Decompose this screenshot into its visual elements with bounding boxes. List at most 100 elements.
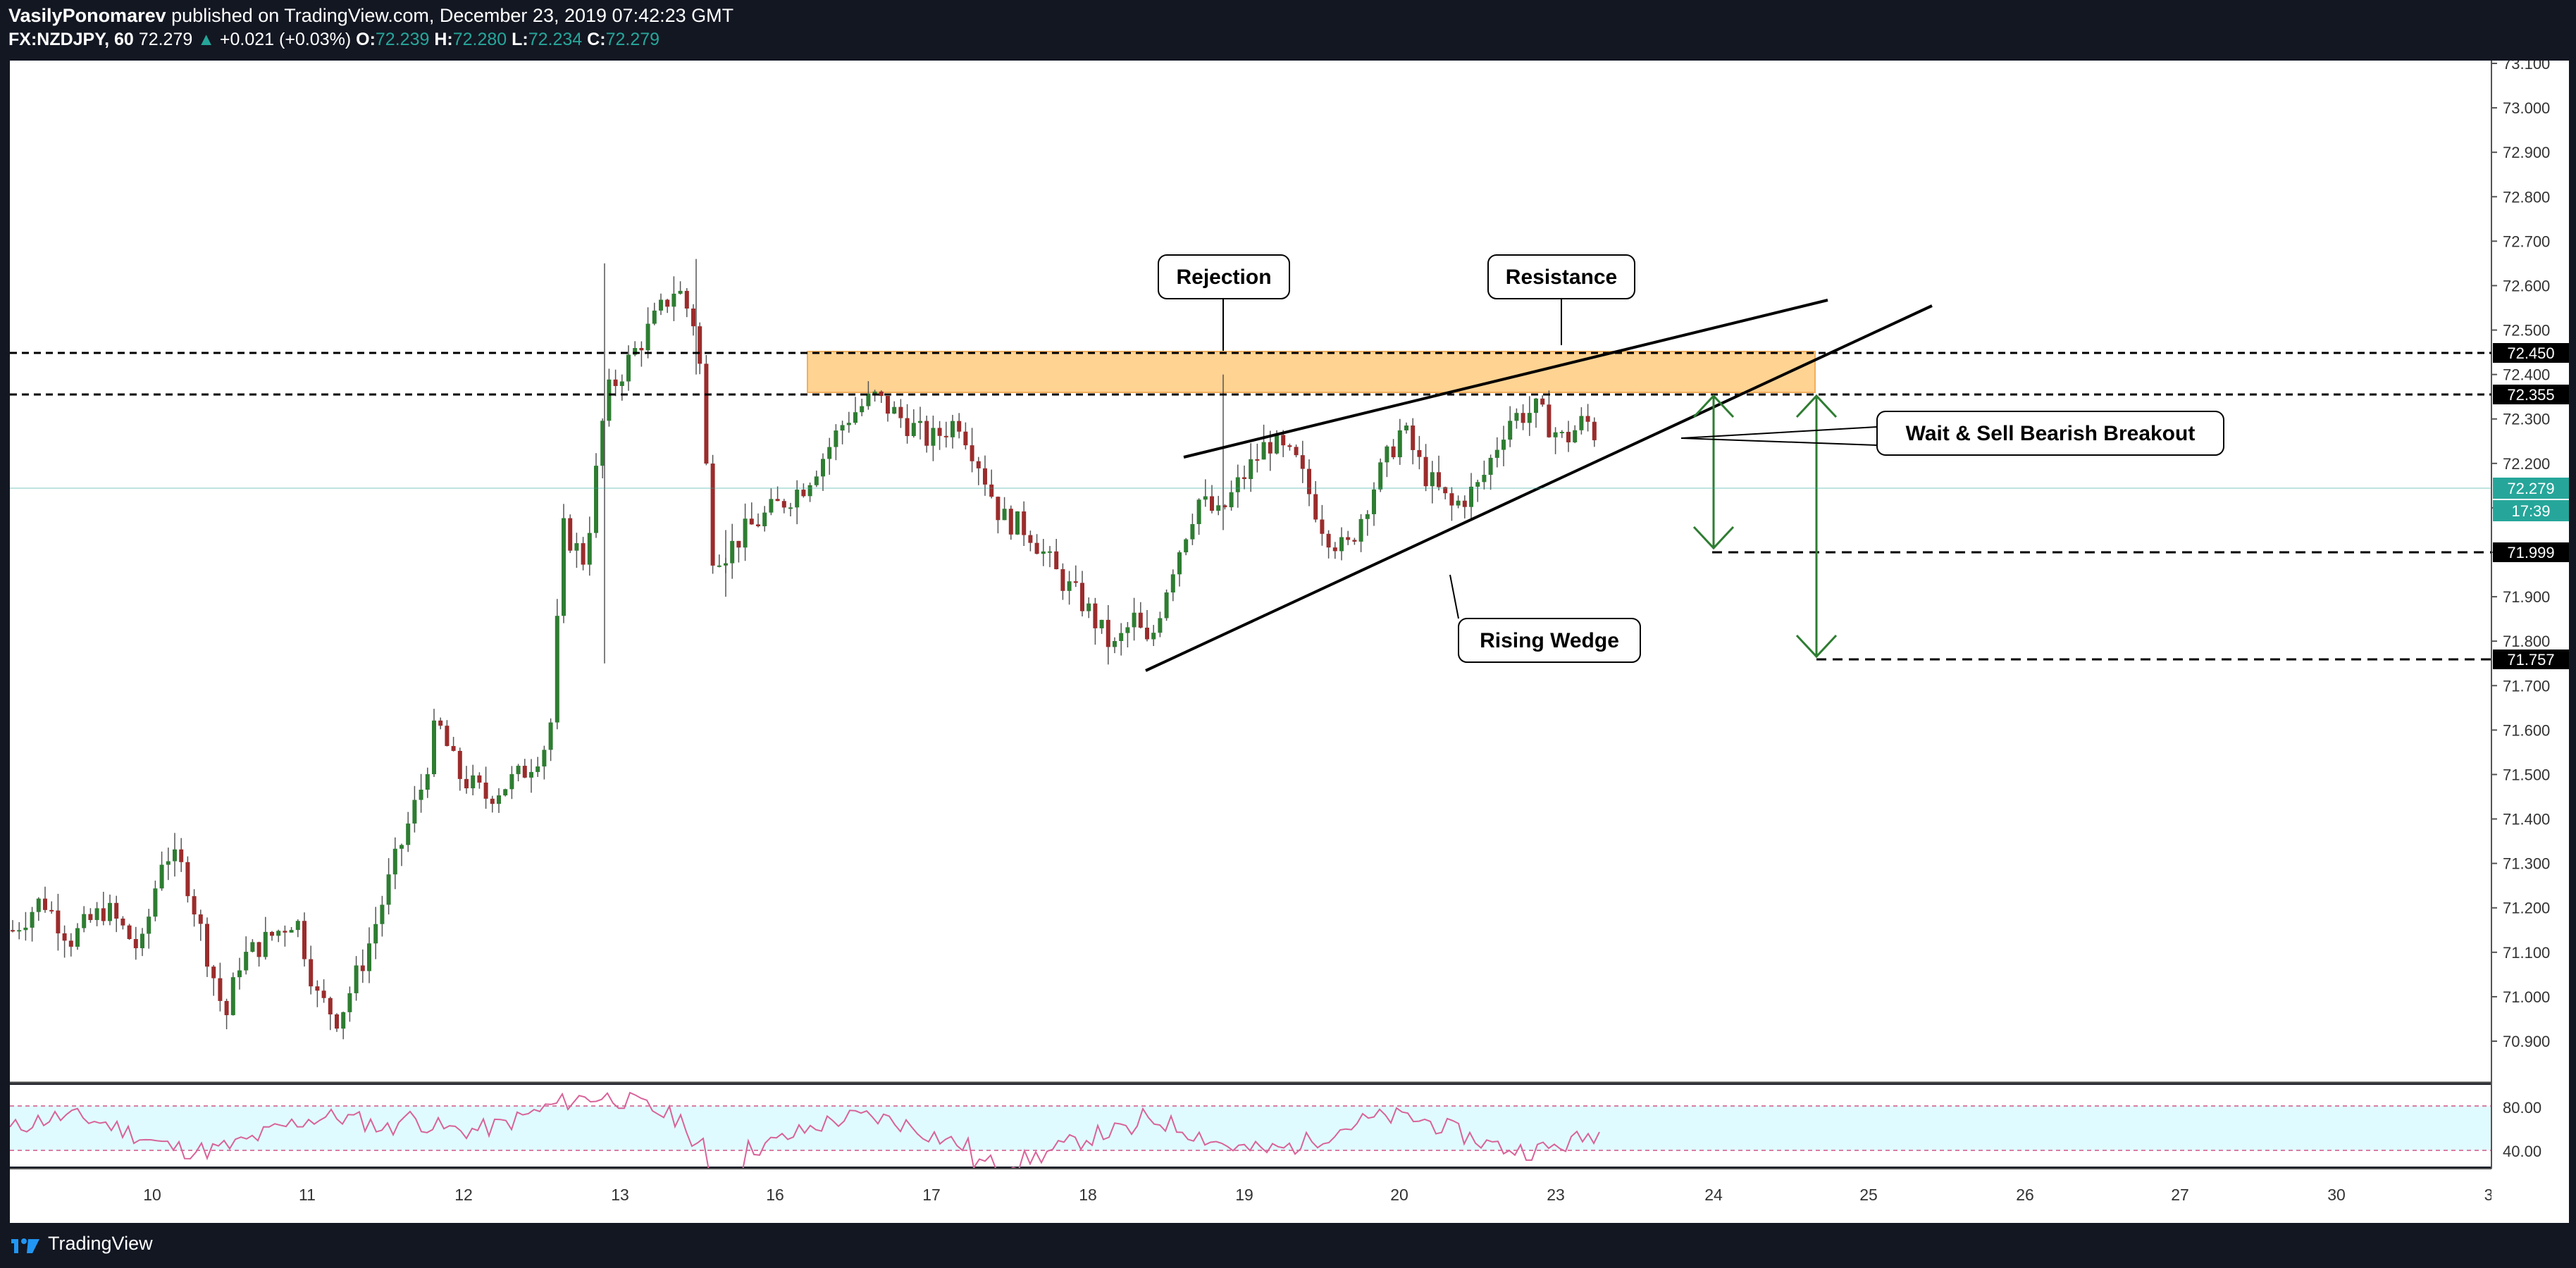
level-price-label[interactable]: 72.450 bbox=[2493, 343, 2569, 363]
candle bbox=[335, 1013, 339, 1032]
candle bbox=[924, 415, 929, 453]
time-tick-label: 24 bbox=[1704, 1186, 1723, 1204]
candle bbox=[555, 599, 559, 730]
price-tick-label: 72.200 bbox=[2503, 455, 2550, 473]
candle bbox=[1462, 495, 1467, 518]
candle bbox=[860, 398, 865, 416]
price-tick-label: 70.900 bbox=[2503, 1033, 2550, 1050]
candle bbox=[1255, 443, 1260, 473]
candle bbox=[600, 418, 605, 479]
candle bbox=[1534, 397, 1538, 428]
price-pane[interactable] bbox=[10, 61, 2491, 1082]
candle bbox=[1015, 511, 1020, 535]
price-tick-label: 71.500 bbox=[2503, 766, 2550, 783]
time-tick-label: 17 bbox=[922, 1186, 941, 1204]
candle bbox=[671, 276, 676, 321]
price-tick-label: 72.400 bbox=[2503, 366, 2550, 384]
svg-text:72.355: 72.355 bbox=[2507, 386, 2554, 404]
candle bbox=[1553, 427, 1558, 454]
candle bbox=[827, 437, 832, 475]
candle bbox=[1332, 542, 1337, 559]
target-arrow-1[interactable] bbox=[1692, 394, 1735, 550]
candle bbox=[276, 929, 281, 943]
symbol-name[interactable]: FX:NZDJPY, 60 bbox=[8, 30, 134, 49]
candle bbox=[432, 709, 436, 777]
level-price-label[interactable]: 72.355 bbox=[2493, 385, 2569, 404]
wait-sell-callout[interactable]: Wait & Sell Bearish Breakout bbox=[1876, 411, 2224, 456]
price-tick-label: 71.800 bbox=[2503, 633, 2550, 650]
candle bbox=[781, 499, 786, 514]
candle bbox=[198, 909, 203, 941]
candle bbox=[866, 381, 871, 410]
candle bbox=[1002, 497, 1007, 521]
resistance-label: Resistance bbox=[1506, 266, 1617, 289]
candle bbox=[1235, 464, 1240, 508]
candle bbox=[1177, 550, 1182, 587]
candle bbox=[471, 764, 476, 796]
candle bbox=[173, 833, 177, 877]
candle bbox=[814, 471, 819, 487]
candle bbox=[1158, 611, 1163, 638]
candle bbox=[522, 759, 527, 778]
candle bbox=[562, 504, 566, 623]
candle bbox=[1404, 422, 1408, 434]
candle bbox=[1054, 538, 1059, 570]
price-tick-label: 71.100 bbox=[2503, 944, 2550, 962]
candle bbox=[483, 766, 488, 809]
tradingview-brand[interactable]: TradingView bbox=[10, 1233, 153, 1255]
time-tick-label: 27 bbox=[2171, 1186, 2189, 1204]
chart-canvas[interactable]: 10 11 12 13 16 17 18 19 20 23 24 25 26 27 30 3 73.100 73… bbox=[0, 55, 2576, 1223]
candle bbox=[328, 996, 333, 1031]
candle bbox=[1249, 443, 1253, 492]
candle bbox=[970, 428, 974, 473]
author-name[interactable]: VasilyPonomarev bbox=[8, 5, 166, 26]
candle bbox=[1352, 537, 1357, 545]
price-axis[interactable] bbox=[2491, 61, 2569, 1223]
time-tick-label: 23 bbox=[1547, 1186, 1565, 1204]
candle bbox=[457, 747, 462, 791]
time-axis[interactable] bbox=[10, 1169, 2491, 1223]
rising-wedge-callout[interactable]: Rising Wedge bbox=[1458, 618, 1641, 663]
candle bbox=[101, 891, 106, 926]
candle bbox=[392, 837, 397, 890]
svg-text:71.757: 71.757 bbox=[2507, 651, 2554, 669]
rejection-callout[interactable]: Rejection bbox=[1158, 254, 1290, 299]
candle bbox=[1547, 390, 1552, 438]
candle bbox=[445, 720, 450, 747]
candle bbox=[315, 980, 320, 1007]
candle bbox=[1261, 424, 1266, 460]
rsi-line bbox=[9, 1091, 1600, 1171]
candle bbox=[451, 737, 456, 752]
candle bbox=[626, 345, 631, 391]
time-tick-label: 10 bbox=[143, 1186, 161, 1204]
candle bbox=[1113, 637, 1117, 654]
candle bbox=[166, 847, 171, 881]
wedge-upper-line[interactable] bbox=[1183, 299, 1828, 459]
candle bbox=[743, 503, 748, 561]
price-tick-label: 73.100 bbox=[2503, 61, 2550, 73]
candle bbox=[795, 480, 800, 525]
current-price-label[interactable]: 72.279 bbox=[2493, 478, 2569, 499]
candle bbox=[1106, 604, 1110, 665]
candle bbox=[853, 397, 857, 425]
price-change: +0.021 (+0.03%) bbox=[219, 30, 352, 49]
resistance-callout[interactable]: Resistance bbox=[1487, 254, 1635, 299]
candle bbox=[898, 399, 903, 428]
resistance-zone[interactable] bbox=[807, 351, 1816, 393]
level-price-label[interactable]: 71.757 bbox=[2493, 649, 2569, 669]
candle bbox=[1008, 505, 1013, 540]
price-tick-label: 71.300 bbox=[2503, 855, 2550, 873]
candle bbox=[419, 773, 423, 813]
candle bbox=[1145, 609, 1149, 642]
candle bbox=[289, 926, 294, 933]
chart-area[interactable]: 10 11 12 13 16 17 18 19 20 23 24 25 26 27 30 3 73.100 73… bbox=[0, 55, 2576, 1223]
candle bbox=[1132, 597, 1137, 641]
candle bbox=[807, 483, 812, 502]
price-tick-label: 71.700 bbox=[2503, 677, 2550, 695]
level-price-label[interactable]: 71.999 bbox=[2493, 542, 2569, 562]
candle bbox=[886, 395, 890, 422]
price-tick-label: 72.500 bbox=[2503, 322, 2550, 340]
candle bbox=[185, 856, 190, 903]
target-arrow-2[interactable] bbox=[1795, 394, 1838, 659]
candle bbox=[386, 858, 391, 915]
